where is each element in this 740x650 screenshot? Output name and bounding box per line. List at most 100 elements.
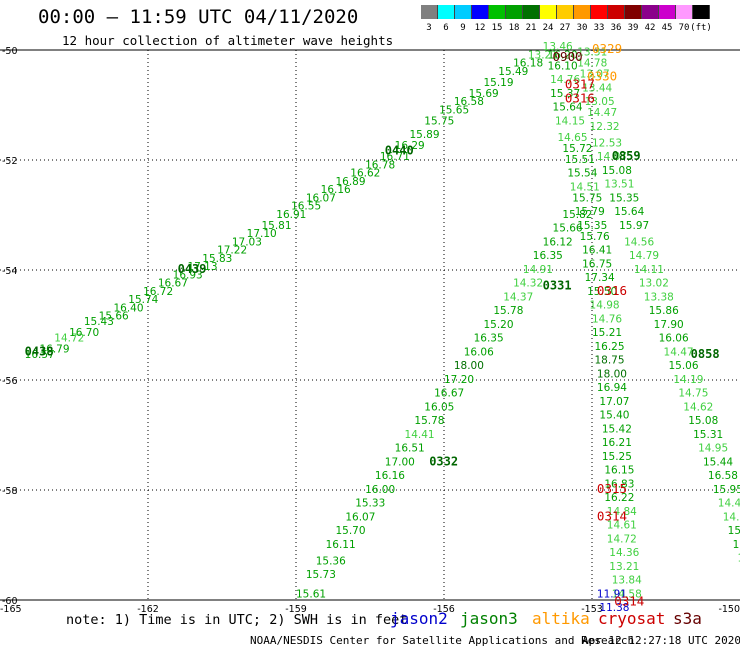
colorbar-swatch — [506, 5, 523, 19]
data-point-label: 16.89 — [335, 176, 365, 188]
colorbar-label: 36 — [610, 23, 622, 33]
data-point-label: 13.46 — [543, 41, 573, 53]
data-point-label: 16.07 — [345, 511, 375, 523]
colorbar-swatch — [574, 5, 591, 19]
colorbar-label: 39 — [627, 23, 639, 33]
data-point-label: 14.48 — [718, 498, 740, 510]
data-point-label: 14.95 — [698, 443, 728, 455]
data-point-label: 15.31 — [693, 429, 723, 441]
data-point-label: 16.93 — [173, 269, 203, 281]
colorbar-swatch — [472, 5, 489, 19]
y-tick-label: -60 — [2, 596, 18, 607]
data-point-label: 15.33 — [355, 498, 385, 510]
colorbar-swatch — [523, 5, 540, 19]
data-point-label: 15.1 — [733, 539, 740, 551]
data-point-label: 15.66 — [99, 311, 129, 323]
data-point-label: 14.98 — [590, 300, 620, 312]
data-point-label: 17.22 — [217, 245, 247, 257]
data-point-label: 14.19 — [673, 374, 703, 386]
data-point-label: 14.41 — [405, 429, 435, 441]
data-point-label: 11.91 — [597, 588, 627, 600]
time-label: 0438 — [25, 344, 54, 358]
data-point-label: 14.75 — [678, 388, 708, 400]
colorbar-swatch — [421, 5, 438, 19]
data-point-label: 14.79 — [629, 250, 659, 262]
data-point-label: 16.22 — [604, 492, 634, 504]
data-point-label: 16.35 — [474, 333, 504, 345]
colorbar-swatch — [438, 5, 455, 19]
time-label: 0317 — [565, 77, 595, 92]
colorbar-label: 6 — [443, 23, 449, 33]
data-point-label: 14.58 — [612, 588, 642, 600]
colorbar-swatch — [557, 5, 574, 19]
colorbar-label: 45 — [661, 23, 673, 33]
data-point-label: 14.72 — [607, 533, 637, 545]
colorbar-label: 9 — [460, 23, 466, 33]
data-point-label: 17.20 — [444, 374, 474, 386]
colorbar-label: 15 — [491, 23, 503, 33]
data-point-label: 14.76 — [550, 74, 580, 86]
data-point-label: 14.47 — [587, 107, 617, 119]
legend-s3a: s3a — [673, 609, 702, 628]
footer-timestamp: Apr 12 12:27:18 UTC 2020 — [582, 634, 740, 647]
data-point-label: 13.38 — [644, 291, 674, 303]
data-point-label: 15.25 — [602, 451, 632, 463]
colorbar-swatch — [693, 5, 710, 19]
data-point-label: 16.83 — [604, 478, 634, 490]
data-point-label: 16.20 — [548, 49, 578, 61]
data-point-label: 15.83 — [202, 253, 232, 265]
data-point-label: 16.67 — [158, 278, 188, 290]
data-point-label: 15.76 — [580, 231, 610, 243]
colorbar-label: (ft) — [690, 23, 712, 33]
data-point-label: 15.89 — [409, 129, 439, 141]
data-point-label: 15.73 — [306, 569, 336, 581]
colorbar-label: 27 — [559, 23, 571, 33]
time-label: 0858 — [691, 347, 720, 361]
data-point-label: 16.16 — [321, 184, 351, 196]
data-point-label: 14.36 — [609, 547, 639, 559]
x-tick-label: -150 — [718, 604, 740, 615]
data-point-label: 14.76 — [592, 313, 622, 325]
colorbar-label: 33 — [593, 23, 605, 33]
colorbar-label: 18 — [508, 23, 520, 33]
data-point-label: 15.81 — [261, 220, 291, 232]
colorbar-label: 42 — [644, 23, 656, 33]
data-point-label: 15.74 — [128, 294, 158, 306]
legend-jason3: jason3 — [460, 609, 518, 628]
data-point-label: 15.49 — [498, 66, 528, 78]
data-point-label: 15.35 — [609, 192, 639, 204]
y-tick-label: -54 — [2, 266, 18, 277]
data-point-label: 16.07 — [306, 192, 336, 204]
data-point-label: 17.07 — [599, 396, 629, 408]
colorbar-label: 70 — [678, 23, 690, 33]
data-point-label: 15.72 — [562, 143, 592, 155]
colorbar-swatch — [608, 5, 625, 19]
data-point-label: 15.19 — [483, 77, 513, 89]
data-point-label: 18.00 — [454, 360, 484, 372]
x-tick-label: -165 — [0, 604, 22, 615]
data-point-label: 16.18 — [513, 58, 543, 70]
data-point-label: 16.91 — [276, 209, 306, 221]
data-point-label: 15.44 — [703, 456, 733, 468]
time-label: 0440 — [385, 144, 414, 158]
colorbar-label: 24 — [542, 23, 554, 33]
data-point-label: 15.65 — [439, 104, 469, 116]
data-point-label: 17.00 — [385, 456, 415, 468]
data-point-label: 14.32 — [513, 278, 543, 290]
data-point-label: 14.91 — [523, 264, 553, 276]
note-text: note: 1) Time is in UTC; 2) SWH is in fe… — [66, 612, 408, 628]
data-point-label: 14.07 — [597, 151, 627, 163]
data-point-label: 14.47 — [664, 346, 694, 358]
x-tick-label: -162 — [137, 604, 159, 615]
data-point-label: 14.37 — [503, 291, 533, 303]
colorbar-swatch — [591, 5, 608, 19]
data-point-label: 13.21 — [528, 49, 558, 61]
colorbar-label: 21 — [525, 23, 537, 33]
data-point-label: 15.08 — [602, 165, 632, 177]
data-point-label: 14.65 — [557, 132, 587, 144]
data-point-label: 16.06 — [659, 333, 689, 345]
data-point-label: 16.40 — [113, 302, 143, 314]
data-point-label: 16.15 — [604, 465, 634, 477]
data-point-label: 15.21 — [592, 327, 622, 339]
data-point-label: 14.72 — [54, 333, 84, 345]
